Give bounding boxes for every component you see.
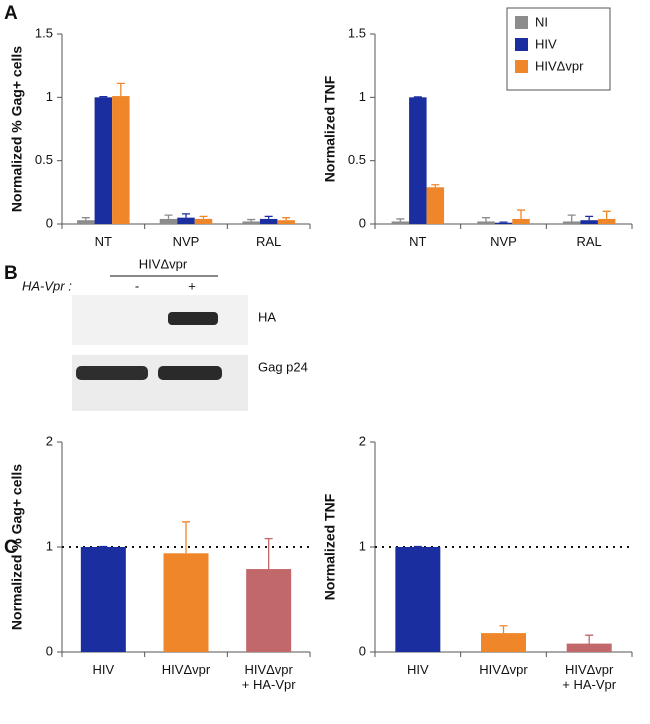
panel-label: C: [4, 537, 18, 558]
y-axis-label: Normalized % Gag+ cells: [9, 464, 25, 630]
error-bar: [517, 209, 525, 219]
bar: [94, 97, 113, 224]
y-axis-label: Normalized TNF: [322, 493, 338, 600]
y-tick-label: 0: [359, 215, 366, 230]
bar: [177, 217, 195, 224]
error-bar: [567, 214, 576, 222]
x-tick-label: NVP: [172, 234, 200, 249]
x-tick-label: HIVΔvpr + HA-Vpr: [562, 662, 617, 692]
error-bar: [482, 217, 490, 222]
y-tick-label: 1: [46, 89, 53, 104]
bar: [426, 187, 445, 224]
error-bar: [182, 213, 190, 218]
x-tick-label: RAL: [576, 234, 602, 249]
error-bar: [81, 217, 90, 221]
y-tick-label: 0: [359, 643, 366, 658]
blot-row-label: HA-Vpr :: [22, 278, 72, 293]
legend-label: HIVΔvpr: [535, 58, 584, 73]
x-tick-label: HIV: [406, 662, 429, 677]
bar: [246, 569, 292, 652]
legend-swatch: [515, 16, 528, 29]
error-bar: [282, 217, 291, 221]
bar: [477, 221, 495, 224]
y-tick-label: 0.5: [348, 152, 366, 167]
error-bar: [99, 545, 108, 548]
legend-swatch: [515, 60, 528, 73]
bar: [562, 221, 581, 224]
x-tick-label: NT: [409, 234, 427, 249]
bar: [77, 220, 95, 224]
bar: [512, 218, 530, 224]
y-axis-label: Normalized TNF: [322, 75, 338, 182]
bar: [277, 220, 295, 224]
blot-image: [72, 355, 248, 411]
error-bar: [116, 82, 125, 97]
x-tick-label: HIVΔvpr: [161, 662, 211, 677]
y-tick-label: 1.5: [348, 25, 366, 40]
error-bar: [182, 521, 190, 554]
x-tick-label: HIVΔvpr + HA-Vpr: [241, 662, 296, 692]
error-bar: [264, 537, 273, 570]
blot-lane-label: -: [135, 278, 139, 293]
blot-band-label: Gag p24: [258, 359, 308, 374]
error-bar: [585, 634, 594, 644]
bar: [80, 547, 126, 652]
bar: [580, 220, 598, 224]
y-tick-label: 0.5: [35, 152, 53, 167]
x-tick-label: NVP: [490, 234, 517, 249]
bar: [395, 547, 441, 652]
error-bar: [499, 221, 508, 223]
bar: [194, 218, 213, 224]
blot-image: [72, 295, 248, 345]
error-bar: [585, 215, 594, 221]
y-tick-label: 2: [46, 433, 53, 448]
y-tick-label: 2: [359, 433, 366, 448]
y-tick-label: 0: [46, 643, 53, 658]
x-tick-label: HIVΔvpr: [479, 662, 528, 677]
error-bar: [264, 215, 273, 219]
panel-label: A: [4, 3, 18, 24]
bar: [409, 97, 427, 224]
y-tick-label: 0: [46, 215, 53, 230]
legend-label: NI: [535, 14, 548, 29]
x-tick-label: HIV: [92, 662, 115, 677]
blot-header: HIVΔvpr: [139, 256, 188, 271]
y-tick-label: 1: [359, 89, 366, 104]
x-tick-label: RAL: [256, 234, 282, 249]
y-tick-label: 1: [46, 538, 53, 553]
y-tick-label: 1.5: [35, 25, 53, 40]
error-bar: [499, 625, 508, 634]
blot-band: [168, 312, 218, 325]
error-bar: [602, 210, 611, 219]
x-tick-label: NT: [94, 234, 112, 249]
bar: [163, 553, 209, 652]
bar: [259, 218, 278, 224]
error-bar: [413, 545, 422, 548]
blot-band: [76, 366, 148, 380]
panel-label: B: [4, 263, 18, 284]
blot-lane-label: +: [188, 278, 196, 293]
bar: [112, 96, 130, 224]
bar: [481, 633, 526, 652]
blot-band-label: HA: [258, 309, 276, 324]
bar: [494, 222, 513, 224]
error-bar: [199, 215, 208, 219]
bar: [391, 221, 410, 224]
y-tick-label: 1: [359, 538, 366, 553]
error-bar: [431, 184, 440, 188]
legend-label: HIV: [535, 36, 557, 51]
bar: [159, 218, 178, 224]
error-bar: [247, 218, 256, 222]
error-bar: [396, 218, 405, 222]
bar: [566, 643, 612, 652]
blot-band: [158, 366, 222, 380]
legend-swatch: [515, 38, 528, 51]
error-bar: [99, 96, 108, 98]
bar: [242, 221, 260, 224]
bar: [597, 218, 616, 224]
y-axis-label: Normalized % Gag+ cells: [9, 46, 25, 212]
error-bar: [164, 214, 173, 219]
